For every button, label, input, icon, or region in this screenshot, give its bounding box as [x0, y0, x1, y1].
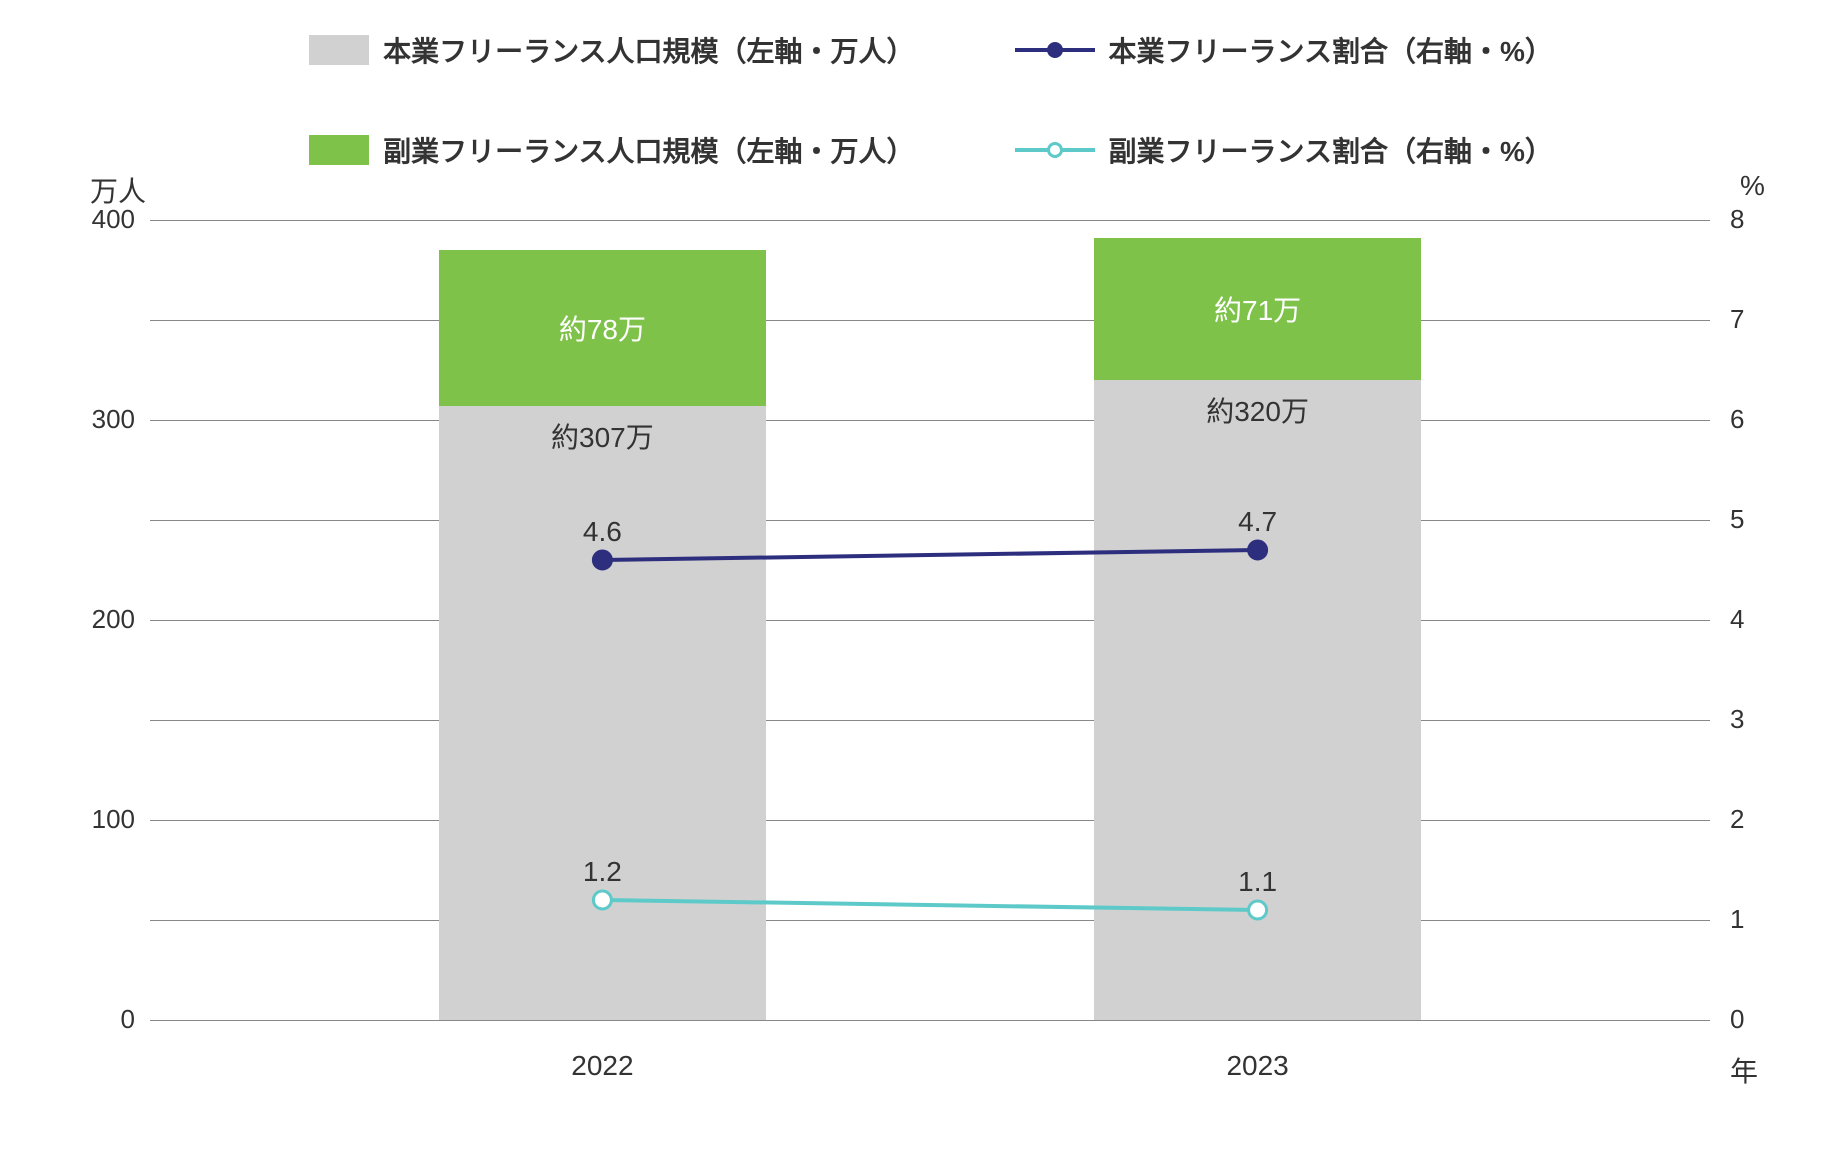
- y-right-tick: 8: [1730, 204, 1744, 235]
- y-right-axis-title: %: [1740, 170, 1765, 202]
- legend-label: 副業フリーランス人口規模（左軸・万人）: [383, 130, 914, 170]
- swatch-main-bar: [309, 35, 369, 65]
- y-left-tick: 300: [20, 404, 135, 435]
- y-right-tick: 6: [1730, 404, 1744, 435]
- y-right-tick: 7: [1730, 304, 1744, 335]
- swatch-main-line: [1015, 48, 1095, 52]
- chart-container: 本業フリーランス人口規模（左軸・万人） 本業フリーランス割合（右軸・%） 副業フ…: [20, 20, 1822, 1152]
- x-tick: 2023: [1226, 1050, 1288, 1082]
- point-label: 4.7: [1238, 506, 1277, 538]
- line-marker: [593, 891, 611, 909]
- line-overlay: [150, 220, 1710, 1020]
- y-left-tick: 400: [20, 204, 135, 235]
- y-right-tick: 2: [1730, 804, 1744, 835]
- y-right-tick: 4: [1730, 604, 1744, 635]
- legend-label: 本業フリーランス人口規模（左軸・万人）: [383, 30, 914, 70]
- legend-label: 副業フリーランス割合（右軸・%）: [1109, 130, 1553, 170]
- line-marker: [593, 551, 611, 569]
- point-label: 4.6: [583, 516, 622, 548]
- legend: 本業フリーランス人口規模（左軸・万人） 本業フリーランス割合（右軸・%） 副業フ…: [20, 20, 1822, 200]
- x-tick: 2022: [571, 1050, 633, 1082]
- line-series: [602, 550, 1257, 560]
- y-right-tick: 3: [1730, 704, 1744, 735]
- legend-item-main-line: 本業フリーランス割合（右軸・%）: [1015, 30, 1553, 70]
- point-label: 1.2: [583, 856, 622, 888]
- plot-area: 約307万約78万約320万約71万4.64.71.21.1: [150, 220, 1710, 1020]
- y-left-tick: 100: [20, 804, 135, 835]
- legend-item-side-bar: 副業フリーランス人口規模（左軸・万人）: [309, 130, 914, 170]
- y-left-tick: 200: [20, 604, 135, 635]
- y-left-tick: 0: [20, 1004, 135, 1035]
- line-marker: [1249, 901, 1267, 919]
- legend-label: 本業フリーランス割合（右軸・%）: [1109, 30, 1553, 70]
- gridline: [150, 1020, 1710, 1021]
- y-right-tick: 0: [1730, 1004, 1744, 1035]
- legend-item-side-line: 副業フリーランス割合（右軸・%）: [1015, 130, 1553, 170]
- line-series: [602, 900, 1257, 910]
- line-marker: [1249, 541, 1267, 559]
- swatch-side-line: [1015, 148, 1095, 152]
- y-right-tick: 1: [1730, 904, 1744, 935]
- legend-item-main-bar: 本業フリーランス人口規模（左軸・万人）: [309, 30, 914, 70]
- x-axis-title: 年: [1730, 1050, 1758, 1090]
- swatch-side-bar: [309, 135, 369, 165]
- y-right-tick: 5: [1730, 504, 1744, 535]
- point-label: 1.1: [1238, 866, 1277, 898]
